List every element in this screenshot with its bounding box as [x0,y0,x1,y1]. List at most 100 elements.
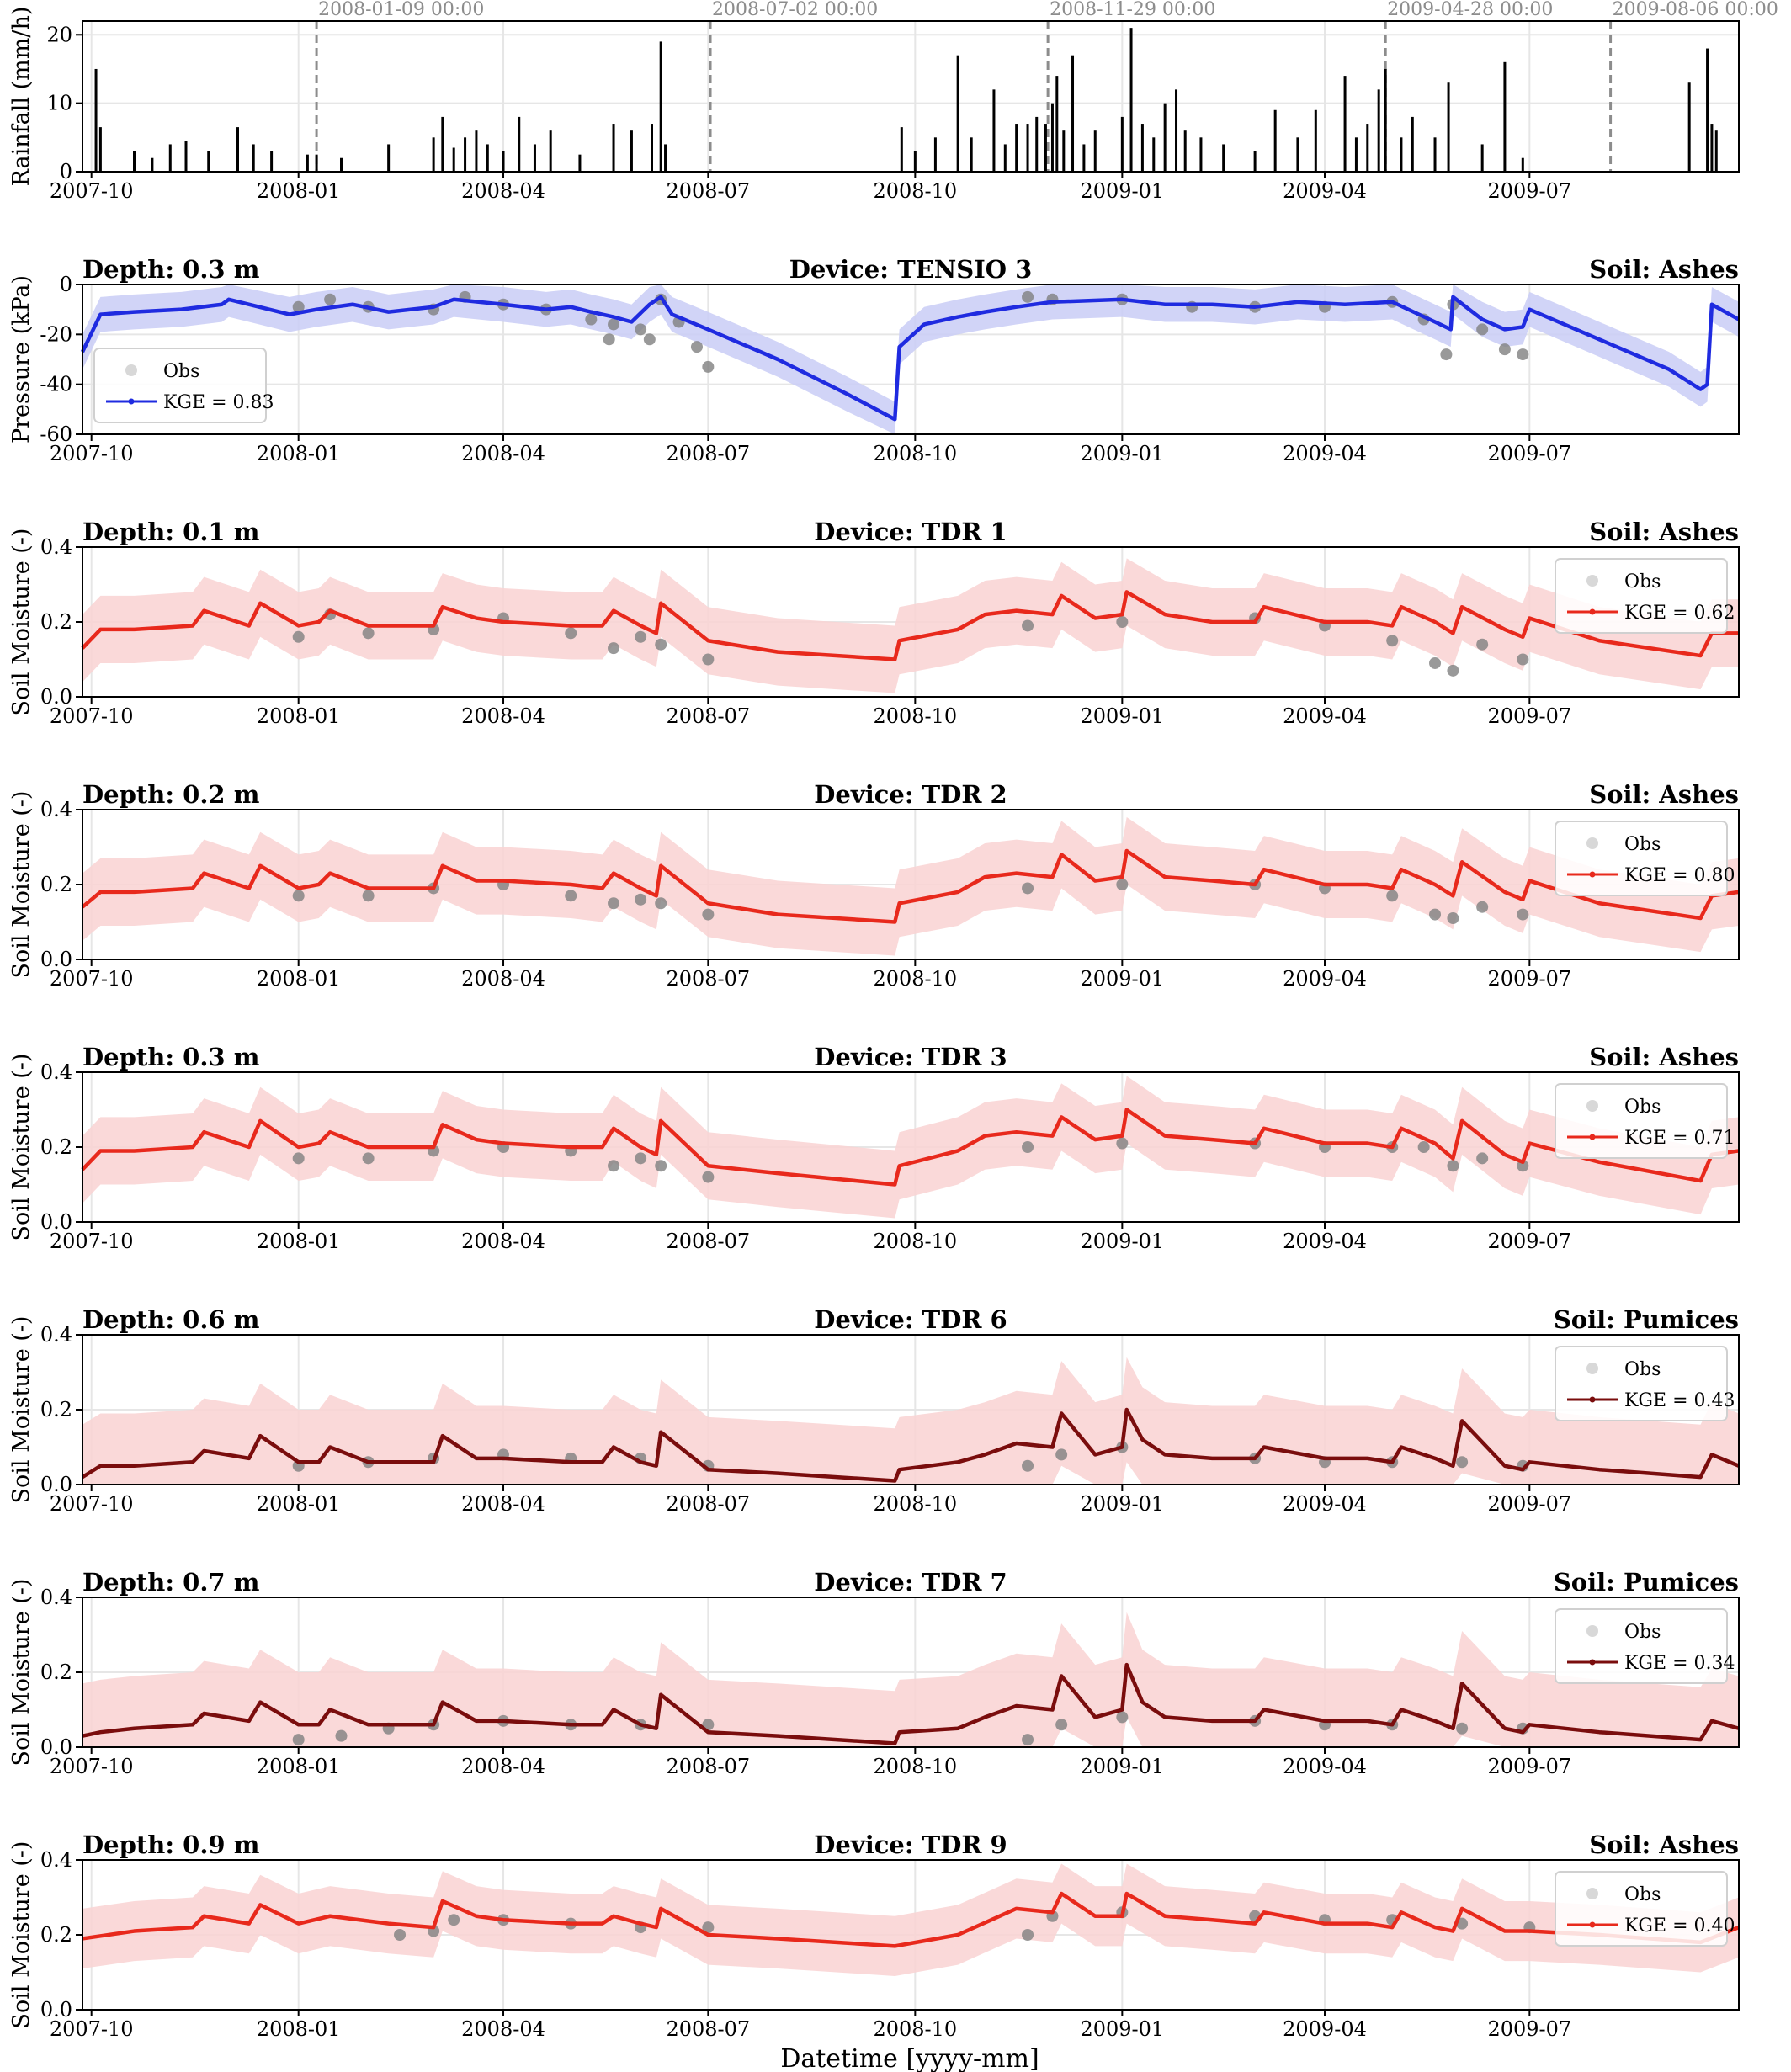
uncertainty-band [82,1076,1739,1219]
rain-bar [1687,82,1691,172]
rain-bar [1503,61,1507,173]
model-line [81,848,1740,924]
rain-bar [207,151,210,172]
x-tick-label: 2008-07 [666,704,750,728]
obs-point [1022,882,1034,895]
obs-point [635,630,647,643]
rain-bar [1062,130,1066,172]
x-tick-label: 2009-01 [1080,1230,1164,1253]
y-tick-label: -40 [40,373,72,396]
legend-model-label: KGE = 0.71 [1624,1128,1735,1149]
x-tick-label: 2009-01 [1080,967,1164,991]
x-axis-title: Datetime [yyyy-mm] [780,2044,1039,2072]
x-tick-label: 2008-01 [257,1230,341,1253]
obs-point [608,897,620,910]
event-label: 2009-04-28 00:00 [1387,0,1553,20]
device-title: Device: TDR 6 [814,1305,1007,1334]
obs-point [643,333,656,346]
obs-point [1476,323,1489,336]
uncertainty-band [82,1863,1739,1976]
event-label: 2008-07-02 00:00 [712,0,878,20]
obs-point [292,630,305,643]
legend-obs-label: Obs [1624,571,1661,592]
axes-frame [82,20,1740,173]
obs-point [362,1152,375,1165]
panel-rainfall: 2008-01-09 00:00 2008-07-02 00:00 2008-11-… [8,0,1778,203]
legend-box [1555,1608,1728,1684]
event-label: 2009-08-06 00:00 [1613,0,1778,20]
device-title: Device: TDR 1 [814,518,1007,546]
rain-bar [1082,144,1086,172]
device-title: Device: TENSIO 3 [789,255,1033,284]
rain-bar [1035,116,1039,172]
legend: Obs KGE = 0.34 [1555,1608,1735,1684]
soil-title: Soil: Ashes [1589,1043,1739,1071]
rain-bar [133,151,136,172]
obs-point [655,897,667,910]
obs-point [1476,901,1489,913]
x-tick-label: 2009-01 [1080,1755,1164,1778]
rain-bar [578,154,582,172]
rain-bar [518,116,521,172]
x-tick-label: 2008-10 [873,1755,957,1778]
x-tick-label: 2008-07 [666,967,750,991]
rain-bar [913,151,917,172]
x-tick-label: 2008-04 [461,2017,545,2041]
rain-bar [168,144,172,172]
legend-obs-marker [1586,1363,1598,1374]
obs-point [702,653,715,666]
rain-bar [1384,68,1387,172]
y-tick-label: -20 [40,322,72,346]
x-tick-label: 2008-04 [461,179,545,203]
x-tick-label: 2007-10 [50,1492,134,1516]
obs-point [448,1914,460,1926]
soil-title: Soil: Ashes [1589,780,1739,809]
axes-frame [82,284,1740,435]
legend-obs-marker [1586,1625,1598,1637]
x-tick-label: 2009-04 [1283,1230,1367,1253]
legend-box [1555,1083,1728,1159]
y-tick-label: 0.2 [40,1398,72,1421]
obs-point [292,1734,305,1746]
rain-bar [387,144,391,172]
obs-point [1022,1734,1034,1746]
rain-bar [659,41,662,173]
x-tick-label: 2008-07 [666,1230,750,1253]
x-tick-label: 2008-01 [257,704,341,728]
obs-point [1429,656,1442,669]
depth-title: Depth: 0.3 m [82,1043,260,1071]
obs-point [1440,348,1453,361]
obs-point [1447,664,1459,677]
legend-obs-marker [1586,1888,1598,1899]
soil-title: Soil: Pumices [1554,1568,1739,1597]
y-axis-label: Soil Moisture (-) [8,529,35,716]
x-tick-label: 2008-07 [666,2017,750,2041]
x-tick-label: 2009-07 [1487,442,1571,465]
obs-point [1476,638,1489,651]
legend-model-label: KGE = 0.43 [1624,1390,1735,1411]
obs-point [603,333,615,346]
obs-point [1456,1456,1469,1469]
obs-point [1022,290,1034,303]
obs-point [1116,1711,1129,1724]
x-tick-label: 2008-01 [257,2017,341,2041]
obs-point [1022,1141,1034,1153]
obs-point [565,627,577,640]
x-tick-label: 2009-01 [1080,442,1164,465]
y-tick-label: 0.0 [40,1473,72,1496]
rain-bar [486,144,489,172]
x-tick-label: 2008-04 [461,704,545,728]
y-tick-label: 0.0 [40,1998,72,2022]
x-tick-label: 2009-01 [1080,2017,1164,2041]
obs-point [655,1160,667,1172]
x-tick-label: 2009-04 [1283,442,1367,465]
obs-point [335,1729,348,1742]
depth-title: Depth: 0.3 m [82,255,260,284]
rain-bar [970,137,973,172]
rain-bar [441,116,444,172]
soil-title: Soil: Pumices [1554,1305,1739,1334]
rain-bar [1343,76,1347,172]
obs-point [1447,1160,1459,1172]
rain-bar [340,157,343,172]
rain-bar [452,147,455,172]
